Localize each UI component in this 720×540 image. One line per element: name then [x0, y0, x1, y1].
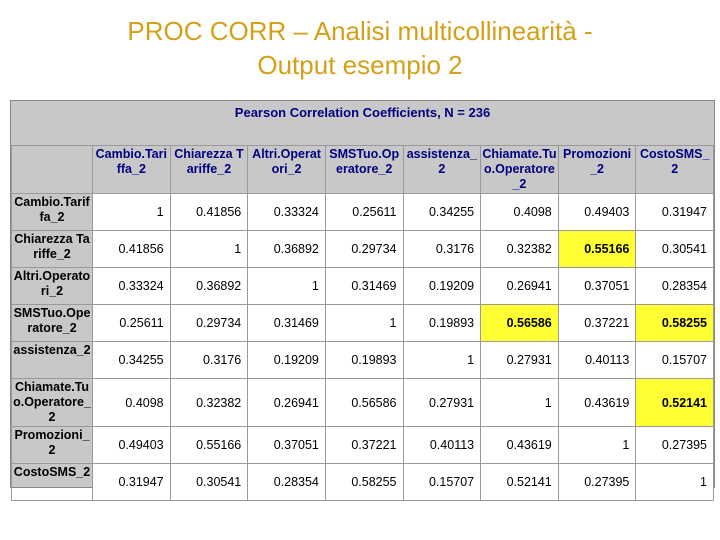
- correlation-cell: 0.49403: [557, 193, 637, 231]
- corner-cell: [11, 145, 93, 194]
- correlation-cell: 0.31947: [635, 193, 714, 231]
- correlation-cell: 0.43619: [557, 378, 637, 427]
- column-header: CostoSMS_2: [635, 145, 714, 194]
- table-row: SMSTuo.Operatore_2 0.25611 0.29734 0.31469 1…: [11, 304, 714, 342]
- correlation-cell: 0.41856: [92, 230, 171, 268]
- column-header: assistenza_2: [402, 145, 482, 194]
- correlation-cell: 0.32382: [480, 230, 559, 268]
- correlation-cell: 0.37051: [247, 426, 326, 464]
- correlation-cell: 0.27931: [402, 378, 482, 427]
- correlation-cell: 1: [247, 267, 326, 305]
- correlation-cell: 0.3176: [402, 230, 482, 268]
- correlation-cell: 0.3176: [169, 341, 249, 379]
- row-header: CostoSMS_2: [11, 463, 93, 501]
- correlation-cell: 0.41856: [169, 193, 249, 231]
- table-row: assistenza_2 0.34255 0.3176 0.19209 0.19893 1…: [11, 341, 714, 379]
- correlation-cell: 0.28354: [635, 267, 714, 305]
- row-header: Chiarezza Tariffe_2: [11, 230, 93, 268]
- correlation-cell: 0.30541: [635, 230, 714, 268]
- correlation-cell: 0.58255: [324, 463, 404, 501]
- correlation-cell: 0.29734: [169, 304, 249, 342]
- correlation-cell: 0.32382: [169, 378, 249, 427]
- correlation-cell: 0.40113: [557, 341, 637, 379]
- correlation-cell: 0.31469: [247, 304, 326, 342]
- table-row: Chiamate.Tuo.Operatore_2 0.4098 0.32382 0.2…: [11, 378, 714, 427]
- table-row: Cambio.Tariffa_2 1 0.41856 0.33324 0.25611 0.…: [11, 193, 714, 231]
- correlation-cell: 0.55166: [557, 230, 637, 268]
- correlation-cell: 0.56586: [480, 304, 559, 342]
- column-header: Cambio.Tariffa_2: [92, 145, 171, 194]
- correlation-cell: 1: [169, 230, 249, 268]
- correlation-cell: 1: [635, 463, 714, 501]
- correlation-cell: 0.37221: [557, 304, 637, 342]
- correlation-cell: 0.52141: [480, 463, 559, 501]
- correlation-cell: 1: [324, 304, 404, 342]
- row-header: SMSTuo.Operatore_2: [11, 304, 93, 342]
- correlation-cell: 0.19209: [402, 267, 482, 305]
- output-table: Pearson Correlation Coefficients, N = 23…: [10, 100, 715, 501]
- correlation-table: Cambio.Tariffa_2 Chiarezza Tariffe_2 Altri…: [11, 145, 714, 501]
- correlation-cell: 0.26941: [247, 378, 326, 427]
- row-header: assistenza_2: [11, 341, 93, 379]
- correlation-cell: 0.27395: [557, 463, 637, 501]
- correlation-cell: 0.36892: [247, 230, 326, 268]
- table-row: Altri.Operatori_2 0.33324 0.36892 1 0.31469 0…: [11, 267, 714, 305]
- correlation-cell: 0.30541: [169, 463, 249, 501]
- column-header: Chiamate.Tuo.Operatore_2: [480, 145, 559, 194]
- correlation-cell: 0.28354: [247, 463, 326, 501]
- correlation-cell: 0.4098: [92, 378, 171, 427]
- correlation-cell: 0.26941: [480, 267, 559, 305]
- correlation-cell: 0.27931: [480, 341, 559, 379]
- correlation-cell: 0.34255: [402, 193, 482, 231]
- table-row: Chiarezza Tariffe_2 0.41856 1 0.36892 0.2973…: [11, 230, 714, 268]
- correlation-cell: 0.55166: [169, 426, 249, 464]
- correlation-cell: 0.15707: [402, 463, 482, 501]
- table-caption: Pearson Correlation Coefficients, N = 23…: [234, 105, 491, 120]
- correlation-cell: 1: [92, 193, 171, 231]
- title-line: PROC CORR – Analisi multicollinearità -: [127, 16, 593, 46]
- correlation-cell: 0.37051: [557, 267, 637, 305]
- correlation-cell: 0.37221: [324, 426, 404, 464]
- column-header: Promozioni_2: [557, 145, 637, 194]
- correlation-cell: 0.43619: [480, 426, 559, 464]
- correlation-cell: 0.27395: [635, 426, 714, 464]
- correlation-cell: 0.33324: [247, 193, 326, 231]
- row-header: Altri.Operatori_2: [11, 267, 93, 305]
- correlation-cell: 1: [557, 426, 637, 464]
- correlation-cell: 0.19893: [324, 341, 404, 379]
- correlation-cell: 0.19893: [402, 304, 482, 342]
- correlation-cell: 0.58255: [635, 304, 714, 342]
- correlation-cell: 0.36892: [169, 267, 249, 305]
- correlation-cell: 0.56586: [324, 378, 404, 427]
- slide-title: PROC CORR – Analisi multicollinearità - …: [0, 14, 720, 82]
- table-row: Promozioni_2 0.49403 0.55166 0.37051 0.37221…: [11, 426, 714, 464]
- correlation-cell: 0.4098: [480, 193, 559, 231]
- correlation-cell: 0.29734: [324, 230, 404, 268]
- correlation-cell: 0.19209: [247, 341, 326, 379]
- column-header: Chiarezza Tariffe_2: [169, 145, 249, 194]
- correlation-cell: 1: [402, 341, 482, 379]
- correlation-cell: 0.33324: [92, 267, 171, 305]
- correlation-cell: 0.49403: [92, 426, 171, 464]
- correlation-cell: 0.34255: [92, 341, 171, 379]
- row-header: Chiamate.Tuo.Operatore_2: [11, 378, 93, 427]
- correlation-cell: 1: [480, 378, 559, 427]
- column-header: SMSTuo.Operatore_2: [324, 145, 404, 194]
- table-row: CostoSMS_2 0.31947 0.30541 0.28354 0.58255 0.…: [11, 463, 714, 501]
- correlation-cell: 0.52141: [635, 378, 714, 427]
- column-header: Altri.Operatori_2: [247, 145, 326, 194]
- correlation-cell: 0.31947: [92, 463, 171, 501]
- row-header: Cambio.Tariffa_2: [11, 193, 93, 231]
- correlation-cell: 0.31469: [324, 267, 404, 305]
- header-row: Cambio.Tariffa_2 Chiarezza Tariffe_2 Altri…: [11, 145, 714, 194]
- correlation-cell: 0.15707: [635, 341, 714, 379]
- correlation-cell: 0.25611: [324, 193, 404, 231]
- row-header: Promozioni_2: [11, 426, 93, 464]
- correlation-cell: 0.25611: [92, 304, 171, 342]
- title-line: Output esempio 2: [257, 50, 463, 80]
- correlation-cell: 0.40113: [402, 426, 482, 464]
